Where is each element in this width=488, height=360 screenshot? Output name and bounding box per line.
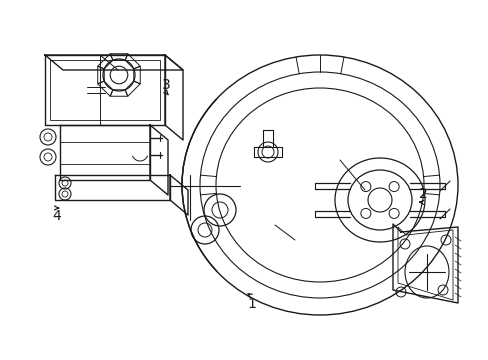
Text: 2: 2: [418, 188, 427, 201]
Text: 4: 4: [52, 209, 61, 223]
Text: 1: 1: [247, 297, 256, 311]
Text: 3: 3: [162, 78, 170, 91]
